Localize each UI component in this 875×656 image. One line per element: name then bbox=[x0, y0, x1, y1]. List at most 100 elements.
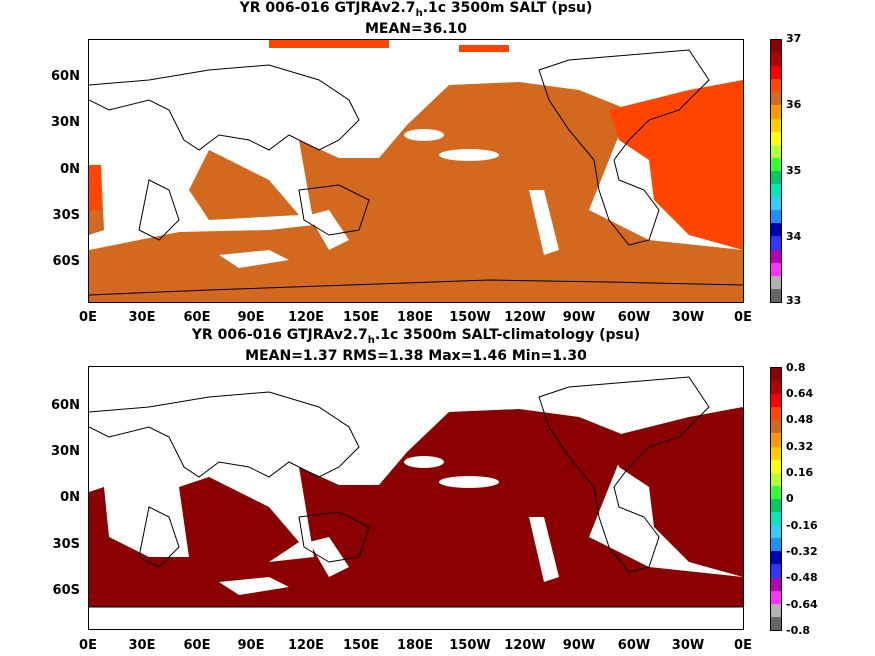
lat-label: 0N bbox=[60, 162, 80, 177]
lon-label: 90W bbox=[562, 638, 596, 653]
map-area bbox=[88, 39, 744, 303]
panel-stats: MEAN=36.10 bbox=[364, 21, 468, 37]
lon-label: 30W bbox=[671, 638, 705, 653]
salinity-map bbox=[88, 40, 744, 302]
lon-label: 120W bbox=[504, 310, 546, 325]
colorbar-swatch bbox=[771, 407, 781, 421]
colorbar-label: 0.16 bbox=[786, 466, 814, 479]
salinity-difference-map bbox=[88, 376, 743, 608]
lon-label: 60W bbox=[617, 310, 651, 325]
lon-label: 0E bbox=[79, 310, 97, 325]
colorbar-swatch bbox=[771, 446, 781, 460]
colorbar-swatch bbox=[771, 79, 781, 93]
colorbar-swatch bbox=[771, 92, 781, 106]
lon-label: 30E bbox=[128, 638, 156, 653]
colorbar-swatch bbox=[771, 564, 781, 578]
colorbar-swatch bbox=[771, 603, 781, 617]
colorbar-swatch bbox=[771, 525, 781, 539]
lat-label: 60S bbox=[52, 583, 80, 598]
lon-label: 180E bbox=[396, 310, 434, 325]
colorbar-swatch bbox=[771, 210, 781, 224]
lon-label: 30E bbox=[128, 310, 156, 325]
lon-label: 90E bbox=[237, 310, 265, 325]
lon-label: 150W bbox=[449, 638, 491, 653]
colorbar-swatch bbox=[771, 551, 781, 565]
lat-label: 60N bbox=[51, 398, 80, 413]
colorbar-swatch bbox=[771, 433, 781, 447]
colorbar-swatch bbox=[771, 275, 781, 289]
lat-label: 0N bbox=[60, 490, 80, 505]
lon-label: 0E bbox=[734, 638, 752, 653]
lon-label: 150W bbox=[449, 310, 491, 325]
colorbar-swatch bbox=[771, 223, 781, 237]
colorbar-swatch bbox=[771, 512, 781, 526]
colorbar-swatch bbox=[771, 236, 781, 250]
colorbar-label: 0.32 bbox=[786, 440, 814, 453]
lat-label: 30S bbox=[52, 537, 80, 552]
colorbar-swatch bbox=[771, 105, 781, 119]
colorbar-swatch bbox=[771, 40, 781, 54]
colorbar-swatch bbox=[771, 420, 781, 434]
colorbar-swatch bbox=[771, 368, 781, 382]
colorbar-swatch bbox=[771, 66, 781, 80]
colorbar bbox=[770, 367, 782, 631]
lon-label: 120E bbox=[287, 638, 325, 653]
colorbar-swatch bbox=[771, 538, 781, 552]
colorbar-label: -0.16 bbox=[786, 519, 818, 532]
lat-label: 30N bbox=[51, 444, 80, 459]
colorbar-label: -0.32 bbox=[786, 545, 818, 558]
colorbar-label: 36 bbox=[786, 98, 802, 111]
lat-label: 30S bbox=[52, 208, 80, 223]
colorbar-swatch bbox=[771, 262, 781, 276]
colorbar-swatch bbox=[771, 157, 781, 171]
colorbar-swatch bbox=[771, 288, 781, 302]
colorbar-swatch bbox=[771, 249, 781, 263]
colorbar-label: 0.8 bbox=[786, 361, 806, 374]
lon-label: 150E bbox=[342, 638, 380, 653]
lon-label: 0E bbox=[734, 310, 752, 325]
colorbar-swatch bbox=[771, 590, 781, 604]
colorbar-swatch bbox=[771, 485, 781, 499]
lon-label: 150E bbox=[342, 310, 380, 325]
colorbar-label: -0.48 bbox=[786, 571, 818, 584]
colorbar bbox=[770, 39, 782, 303]
colorbar-swatch bbox=[771, 459, 781, 473]
lat-label: 60N bbox=[51, 69, 80, 84]
lon-label: 60E bbox=[183, 638, 211, 653]
panel-title: YR 006-016 GTJRAv2.7h.1c 3500m SALT (psu… bbox=[239, 0, 593, 19]
colorbar-swatch bbox=[771, 184, 781, 198]
colorbar-label: 35 bbox=[786, 164, 802, 177]
colorbar-label: 37 bbox=[786, 32, 802, 45]
colorbar-label: 0.64 bbox=[786, 387, 814, 400]
colorbar-swatch bbox=[771, 53, 781, 67]
colorbar-swatch bbox=[771, 197, 781, 211]
lon-label: 120E bbox=[287, 310, 325, 325]
lon-label: 60W bbox=[617, 638, 651, 653]
lat-label: 60S bbox=[52, 254, 80, 269]
colorbar-label: 0.48 bbox=[786, 413, 814, 426]
lon-label: 60E bbox=[183, 310, 211, 325]
colorbar-label: 0 bbox=[786, 492, 794, 505]
lat-label: 30N bbox=[51, 115, 80, 130]
colorbar-swatch bbox=[771, 118, 781, 132]
colorbar-swatch bbox=[771, 131, 781, 145]
colorbar-swatch bbox=[771, 170, 781, 185]
lon-label: 90W bbox=[562, 310, 596, 325]
lon-label: 120W bbox=[504, 638, 546, 653]
colorbar-swatch bbox=[771, 144, 781, 158]
colorbar-swatch bbox=[771, 498, 781, 513]
lon-label: 90E bbox=[237, 638, 265, 653]
colorbar-swatch bbox=[771, 381, 781, 395]
lon-label: 180E bbox=[396, 638, 434, 653]
colorbar-swatch bbox=[771, 577, 781, 591]
lon-label: 0E bbox=[79, 638, 97, 653]
colorbar-label: -0.64 bbox=[786, 598, 818, 611]
panel-stats: MEAN=1.37 RMS=1.38 Max=1.46 Min=1.30 bbox=[245, 348, 587, 364]
colorbar-label: 33 bbox=[786, 294, 802, 307]
colorbar-label: -0.8 bbox=[786, 624, 811, 637]
panel-title: YR 006-016 GTJRAv2.7h.1c 3500m SALT-clim… bbox=[191, 327, 641, 346]
colorbar-swatch bbox=[771, 394, 781, 408]
colorbar-swatch bbox=[771, 616, 781, 630]
colorbar-label: 34 bbox=[786, 230, 802, 243]
map-area bbox=[88, 366, 744, 630]
